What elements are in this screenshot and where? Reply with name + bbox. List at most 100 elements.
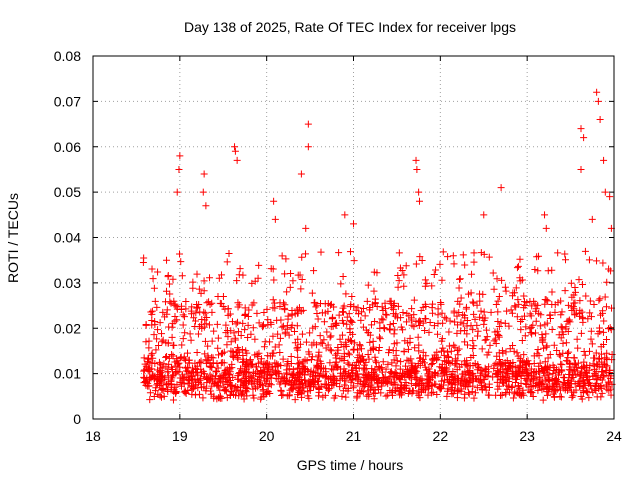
scatter-point <box>242 347 250 355</box>
scatter-point <box>400 271 408 279</box>
scatter-point <box>193 270 201 278</box>
scatter-point <box>581 351 589 359</box>
scatter-point <box>249 391 257 399</box>
scatter-point <box>459 320 467 328</box>
scatter-point <box>199 394 207 402</box>
scatter-point <box>251 277 259 285</box>
scatter-point <box>167 377 175 385</box>
scatter-point <box>389 305 397 313</box>
y-axis-label: ROTI / TECUs <box>5 193 21 283</box>
scatter-point <box>481 382 489 390</box>
scatter-point <box>188 303 196 311</box>
scatter-point <box>188 390 196 398</box>
scatter-point-peak <box>175 165 183 173</box>
scatter-point <box>441 376 449 384</box>
scatter-point <box>378 315 386 323</box>
scatter-point <box>236 365 244 373</box>
scatter-point <box>542 330 550 338</box>
scatter-point <box>313 363 321 371</box>
scatter-point <box>271 343 279 351</box>
scatter-point <box>599 259 607 267</box>
scatter-point <box>294 353 302 361</box>
scatter-point <box>288 311 296 319</box>
scatter-point <box>316 332 324 340</box>
scatter-point <box>597 382 605 390</box>
scatter-point <box>179 311 187 319</box>
scatter-point <box>595 363 603 371</box>
scatter-point <box>535 352 543 360</box>
scatter-point <box>433 391 441 399</box>
scatter-point <box>346 336 354 344</box>
scatter-point <box>296 370 304 378</box>
scatter-point <box>512 284 520 292</box>
scatter-point <box>566 318 574 326</box>
scatter-point <box>490 285 498 293</box>
scatter-point <box>163 381 171 389</box>
scatter-point <box>432 266 440 274</box>
scatter-point <box>572 309 580 317</box>
scatter-point <box>596 295 604 303</box>
scatter-point <box>196 308 204 316</box>
scatter-point <box>453 366 461 374</box>
scatter-point <box>528 330 536 338</box>
scatter-point <box>499 365 507 373</box>
scatter-point <box>481 371 489 379</box>
scatter-point <box>494 317 502 325</box>
y-tick-label: 0.07 <box>54 93 81 109</box>
scatter-point <box>327 347 335 355</box>
scatter-point <box>226 371 234 379</box>
scatter-point <box>597 373 605 381</box>
scatter-point-peak <box>176 152 184 160</box>
scatter-point <box>400 347 408 355</box>
scatter-point <box>543 391 551 399</box>
scatter-point <box>172 369 180 377</box>
scatter-point <box>570 305 578 313</box>
scatter-point <box>189 284 197 292</box>
scatter-point <box>431 369 439 377</box>
scatter-point-peak <box>412 156 420 164</box>
scatter-point <box>525 360 533 368</box>
scatter-point <box>147 351 155 359</box>
scatter-point <box>534 379 542 387</box>
scatter-point <box>195 323 203 331</box>
scatter-point <box>571 311 579 319</box>
scatter-point <box>403 318 411 326</box>
scatter-point <box>565 348 573 356</box>
scatter-point <box>381 373 389 381</box>
scatter-point <box>444 352 452 360</box>
scatter-point <box>159 308 167 316</box>
scatter-point <box>586 297 594 305</box>
scatter-point <box>324 307 332 315</box>
scatter-point <box>593 393 601 401</box>
scatter-point <box>414 359 422 367</box>
scatter-point <box>281 270 289 278</box>
scatter-point <box>366 338 374 346</box>
scatter-point <box>350 345 358 353</box>
scatter-point <box>214 334 222 342</box>
scatter-point <box>505 360 513 368</box>
scatter-point-peak <box>542 224 550 232</box>
scatter-point <box>460 382 468 390</box>
scatter-point <box>558 361 566 369</box>
scatter-point <box>403 356 411 364</box>
scatter-point <box>593 375 601 383</box>
scatter-point <box>588 340 596 348</box>
scatter-point <box>200 287 208 295</box>
scatter-point <box>224 305 232 313</box>
scatter-point <box>253 378 261 386</box>
scatter-point <box>576 297 584 305</box>
scatter-point <box>602 381 610 389</box>
scatter-point <box>218 349 226 357</box>
scatter-point <box>288 373 296 381</box>
scatter-point <box>525 371 533 379</box>
scatter-point <box>298 330 306 338</box>
scatter-point <box>379 374 387 382</box>
scatter-point <box>540 344 548 352</box>
scatter-point <box>178 341 186 349</box>
scatter-point <box>464 383 472 391</box>
scatter-point <box>541 321 549 329</box>
scatter-point <box>459 251 467 259</box>
scatter-point <box>328 365 336 373</box>
scatter-point <box>276 299 284 307</box>
scatter-point <box>522 323 530 331</box>
